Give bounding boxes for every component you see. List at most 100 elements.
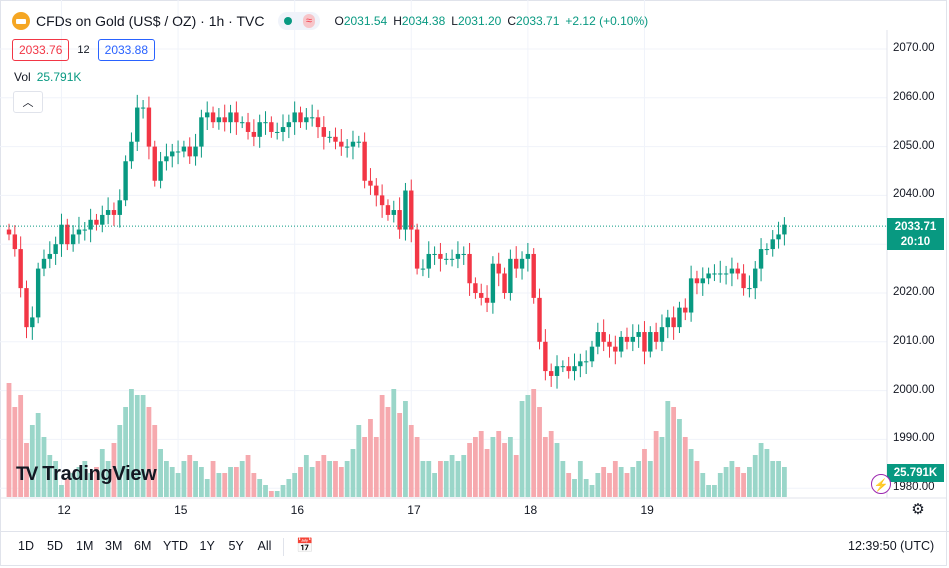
timeframe-button[interactable]: YTD [163, 539, 188, 553]
volume-value: 25.791K [36, 70, 82, 84]
volume-bar [35, 413, 41, 497]
volume-bar [41, 437, 47, 497]
candle-body [560, 366, 566, 368]
volume-bar [164, 461, 169, 497]
candle-body [53, 244, 58, 254]
candle-body [70, 234, 76, 245]
volume-bar [665, 401, 671, 497]
price-tick-label: 2000.00 [893, 383, 935, 396]
volume-bar [152, 425, 158, 497]
timeframe-button[interactable]: 5D [47, 539, 63, 553]
volume-bar [653, 431, 659, 497]
market-status-toggle[interactable]: ≈ [278, 12, 321, 30]
collapse-legend-button[interactable]: ︿ [13, 91, 43, 113]
candle-body [379, 195, 385, 206]
candle-body [607, 341, 612, 347]
tv-logo-icon: TV [16, 463, 38, 485]
candle-body [397, 210, 402, 230]
timeframe-button[interactable]: 1Y [199, 539, 215, 553]
data-delay-icon: ≈ [302, 14, 315, 28]
candle-body [82, 229, 87, 231]
volume-bar [338, 467, 344, 497]
tradingview-logo[interactable]: TV TradingView [16, 463, 157, 486]
gear-icon[interactable]: ⚙ [911, 501, 925, 518]
timeframe-button[interactable]: 1M [76, 539, 94, 553]
buy-button[interactable]: 2033.88 [97, 39, 156, 61]
timeframe-button[interactable]: 3M [105, 539, 123, 553]
symbol-title[interactable]: CFDs on Gold (US$ / OZ) · 1h · TVC [36, 13, 265, 29]
candle-body [210, 112, 216, 123]
candle-body [618, 336, 624, 352]
clock[interactable]: 12:39:50 (UTC) [848, 539, 935, 553]
volume-bar [245, 455, 251, 497]
volume-bar [233, 467, 239, 497]
candle-body [432, 253, 437, 255]
volume-bar [12, 407, 18, 497]
time-tick-label: 12 [57, 503, 71, 517]
chart-header: CFDs on Gold (US$ / OZ) · 1h · TVC ≈ O20… [12, 11, 648, 31]
timeframe-button[interactable]: 6M [134, 539, 152, 553]
volume-bar [59, 485, 64, 497]
volume-bar [560, 461, 566, 497]
candle-body [723, 273, 729, 275]
candle-body [135, 107, 140, 142]
candle-body [88, 219, 93, 230]
volume-bar [502, 443, 507, 497]
timeframe-button[interactable]: 1D [18, 539, 34, 553]
volume-bar [519, 401, 525, 497]
candle-body [782, 224, 787, 235]
volume-bar [169, 467, 175, 497]
last-price-value: 2033.71 [894, 221, 937, 233]
sell-button[interactable]: 2033.76 [12, 39, 70, 61]
candle-body [41, 258, 47, 269]
volume-bar [29, 425, 35, 497]
candle-body [187, 146, 192, 157]
volume-bar [461, 455, 467, 497]
volume-bar [717, 473, 723, 497]
candle-body [245, 122, 251, 132]
candle-body [770, 239, 775, 250]
volume-bar [770, 461, 776, 497]
volume-bar [321, 455, 327, 497]
volume-bar [671, 407, 677, 497]
time-tick-label: 18 [523, 503, 538, 517]
timeframe-button[interactable]: 5Y [228, 539, 244, 553]
calendar-icon[interactable]: 📅 [296, 537, 314, 553]
price-tick-label: 2060.00 [893, 90, 935, 103]
price-tick-label: 2070.00 [893, 42, 935, 54]
ohlc-close: C2033.71 [507, 14, 560, 28]
volume-bar [263, 485, 268, 497]
toolbar-divider [283, 538, 284, 556]
volume-bar [612, 461, 618, 497]
volume-bar [577, 461, 583, 497]
candle-body [490, 263, 496, 303]
candlestick-chart[interactable] [0, 0, 949, 530]
time-tick-label: 15 [174, 503, 188, 517]
volume-legend[interactable]: Vol 25.791K [14, 70, 81, 84]
timeframe-button[interactable]: All [257, 539, 272, 553]
price-tick-label: 1980.00 [893, 481, 935, 494]
volume-bar [525, 395, 531, 497]
candle-body [642, 332, 647, 352]
candle-body [683, 307, 688, 313]
candle-body [438, 253, 443, 259]
candle-body [514, 258, 519, 269]
volume-bar [496, 431, 502, 497]
candle-body [718, 273, 723, 275]
candle-body [18, 249, 23, 289]
volume-bar [268, 491, 274, 497]
volume-bar [473, 437, 478, 497]
candle-body [269, 122, 274, 132]
candle-body [572, 366, 577, 372]
candle-body [613, 346, 618, 352]
volume-bar [624, 473, 630, 497]
time-tick-label: 19 [640, 503, 654, 517]
volume-bar [554, 443, 560, 497]
candle-body [344, 146, 350, 148]
candle-body [653, 332, 659, 342]
volume-bar [741, 473, 746, 497]
lightning-icon[interactable]: ⚡ [871, 474, 891, 494]
volume-bar [187, 455, 193, 497]
candle-body [47, 253, 53, 259]
